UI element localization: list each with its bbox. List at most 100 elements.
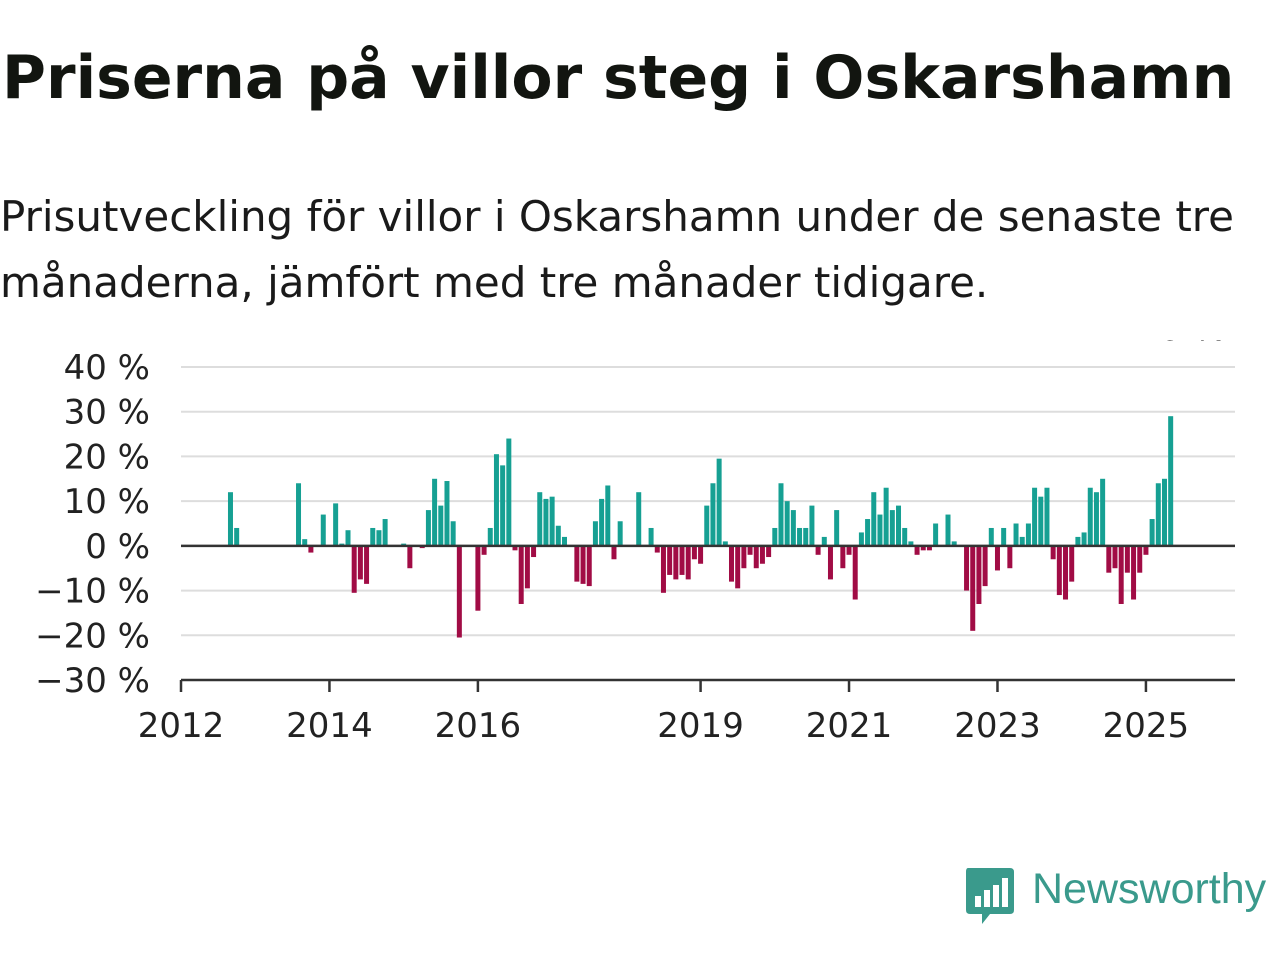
x-axis [181, 544, 1235, 682]
bar [1056, 545, 1062, 596]
bar [475, 545, 481, 611]
newsworthy-logo-icon [966, 868, 1014, 924]
bar [456, 545, 462, 638]
bar-chart: 40 %30 %20 %10 %0 %−10 %−20 %−30 % 2012 2… [35, 340, 1235, 740]
bar [994, 545, 1000, 571]
bar [1032, 487, 1038, 546]
bar [1100, 478, 1106, 546]
bar [1038, 496, 1044, 546]
bar [1025, 523, 1031, 546]
bar [803, 527, 809, 546]
bar [592, 521, 598, 546]
bar [908, 541, 914, 546]
bar [234, 527, 240, 546]
bar [1081, 532, 1087, 546]
bar [351, 545, 357, 593]
x-tick-label: 2014 [286, 706, 373, 740]
bar [333, 503, 339, 546]
bar [1168, 416, 1174, 546]
bar [914, 545, 920, 555]
bar [1131, 545, 1137, 600]
bar [852, 545, 858, 600]
bar [382, 519, 388, 546]
bar [320, 514, 326, 546]
bar [1063, 545, 1069, 600]
bar [407, 545, 413, 569]
bar [506, 438, 512, 546]
bar [685, 545, 691, 580]
bar [302, 539, 308, 546]
bar [617, 521, 623, 546]
x-tick-label: 2021 [806, 706, 893, 740]
bar [889, 510, 895, 546]
bar [1007, 545, 1013, 569]
bar [512, 545, 518, 551]
bar [834, 510, 840, 546]
bar [1118, 545, 1124, 604]
x-tick-label: 2019 [657, 706, 744, 740]
bar [487, 527, 493, 546]
bar [722, 541, 728, 546]
bar [648, 527, 654, 546]
bar [902, 527, 908, 546]
bar [531, 545, 537, 558]
page-subtitle: Prisutveckling för villor i Oskarshamn u… [0, 192, 1234, 307]
bar [673, 545, 679, 580]
bar [296, 483, 302, 546]
bar [772, 527, 778, 546]
bar [1161, 478, 1167, 546]
bar [1143, 545, 1149, 555]
bar [691, 545, 697, 560]
y-tick-label: 10 % [64, 482, 150, 522]
bar [840, 545, 846, 569]
bar [549, 496, 555, 546]
bar [1069, 545, 1075, 582]
bar [704, 505, 710, 546]
bar [747, 545, 753, 555]
bar [735, 545, 741, 589]
bar [357, 545, 363, 580]
bar [698, 545, 704, 564]
bar [679, 545, 685, 575]
bar [574, 545, 580, 582]
bar [660, 545, 666, 593]
y-tick-label: 30 % [64, 393, 150, 433]
newsworthy-logo: Newsworthy [962, 864, 1278, 930]
bar [1093, 492, 1099, 546]
bar [500, 465, 506, 546]
bar [654, 545, 660, 553]
bar [364, 545, 370, 584]
bar [1112, 545, 1118, 569]
bar [543, 498, 549, 546]
bar [896, 505, 902, 546]
bar [710, 483, 716, 546]
bar [797, 527, 803, 546]
y-tick-label: −10 % [35, 572, 150, 612]
bar [586, 545, 592, 587]
bar [871, 492, 877, 546]
bar [778, 483, 784, 546]
bar [858, 532, 864, 546]
bar [1124, 545, 1130, 573]
highlight-value-label: 29 % [1140, 340, 1226, 349]
bar [1013, 523, 1019, 546]
bar [766, 545, 772, 558]
bar [988, 527, 994, 546]
bar [846, 545, 852, 555]
x-tick-label: 2025 [1103, 706, 1190, 740]
bar [951, 541, 957, 546]
bar [432, 478, 438, 546]
bar [926, 545, 932, 551]
bar [537, 492, 543, 546]
bar [450, 521, 456, 546]
bar [599, 498, 605, 546]
x-tick-label: 2016 [435, 706, 522, 740]
bar [611, 545, 617, 560]
bar [809, 505, 815, 546]
bar [1087, 487, 1093, 546]
bar [227, 492, 233, 546]
x-tick-label: 2012 [138, 706, 225, 740]
bar [1137, 545, 1143, 573]
y-tick-label: 40 % [64, 348, 150, 388]
bar [636, 492, 642, 546]
